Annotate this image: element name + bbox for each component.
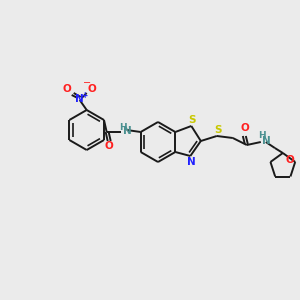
Text: N: N <box>75 94 84 104</box>
Text: O: O <box>87 84 96 94</box>
Text: N: N <box>123 126 132 136</box>
Text: S: S <box>189 115 196 125</box>
Text: N: N <box>187 157 196 167</box>
Text: H: H <box>119 122 127 131</box>
Text: O: O <box>240 123 249 133</box>
Text: N: N <box>262 136 271 146</box>
Text: O: O <box>62 84 71 94</box>
Text: H: H <box>258 131 266 140</box>
Text: −: − <box>82 78 91 88</box>
Text: S: S <box>214 125 222 135</box>
Text: O: O <box>104 141 113 151</box>
Text: +: + <box>82 91 88 100</box>
Text: O: O <box>286 155 295 165</box>
